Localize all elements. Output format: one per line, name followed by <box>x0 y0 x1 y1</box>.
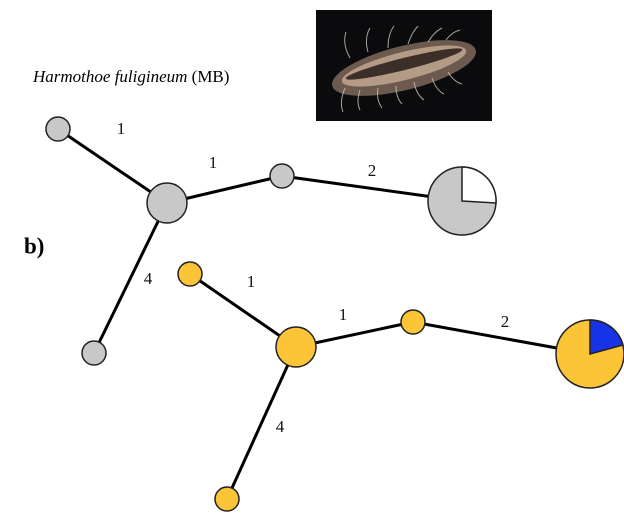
edge <box>94 203 167 353</box>
network-yellow: 1 1 2 4 <box>178 262 624 511</box>
edge-label: 4 <box>144 269 153 288</box>
specimen-photo <box>316 10 492 121</box>
pie-slice <box>462 167 496 203</box>
network-grey: 1 1 2 4 <box>46 117 496 365</box>
node <box>270 164 294 188</box>
edge-label: 1 <box>247 272 256 291</box>
edge <box>227 347 296 499</box>
node <box>82 341 106 365</box>
node <box>147 183 187 223</box>
caption: Harmothoe fuligineum (MB) <box>32 67 229 86</box>
edge-label: 1 <box>117 119 126 138</box>
edge-label: 4 <box>276 417 285 436</box>
edge-label: 1 <box>339 305 348 324</box>
species-name: Harmothoe fuligineum <box>32 67 187 86</box>
node <box>215 487 239 511</box>
haplotype-figure: Harmothoe fuligineum (MB) b) 1 1 2 4 1 1… <box>0 0 624 513</box>
node <box>178 262 202 286</box>
panel-label: b) <box>24 233 44 258</box>
site-code: (MB) <box>192 67 230 86</box>
edge-label: 1 <box>209 153 218 172</box>
edge-label: 2 <box>501 312 510 331</box>
node <box>401 310 425 334</box>
node <box>46 117 70 141</box>
node <box>276 327 316 367</box>
edge-label: 2 <box>368 161 377 180</box>
